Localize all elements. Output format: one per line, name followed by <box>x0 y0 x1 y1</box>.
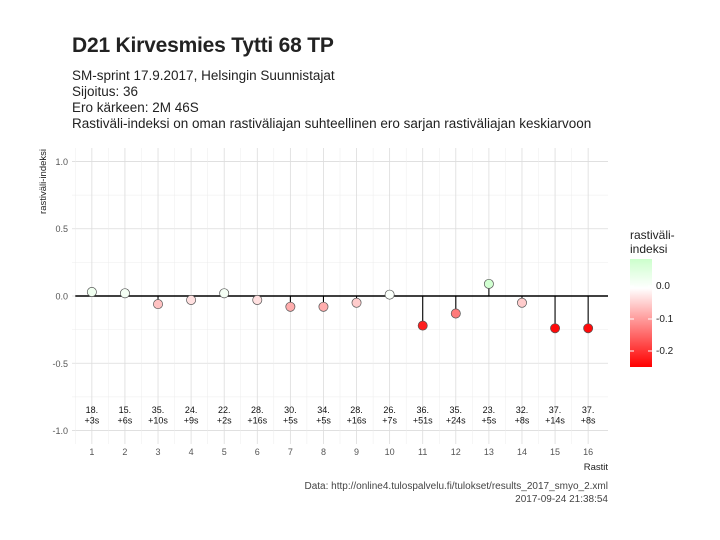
y-axis-title: rastiväli-indeksi <box>38 149 49 214</box>
time-diff-label: +3s <box>84 416 99 426</box>
y-tick-label: 0.0 <box>55 292 68 302</box>
data-point <box>483 278 494 289</box>
chart-title: D21 Kirvesmies Tytti 68 TP <box>72 34 334 57</box>
x-tick-label: 11 <box>418 447 427 457</box>
subtitle-line-4: Rastiväli-indeksi on oman rastiväliajan … <box>72 116 592 131</box>
time-diff-label: +5s <box>283 416 298 426</box>
x-tick-label: 16 <box>583 447 593 457</box>
y-tick-label: -1.0 <box>52 426 68 436</box>
rank-label: 22. <box>218 405 231 415</box>
x-tick-label: 9 <box>354 447 359 457</box>
data-point <box>450 308 461 319</box>
rank-label: 26. <box>383 405 396 415</box>
time-diff-label: +5s <box>316 416 331 426</box>
x-tick-label: 8 <box>321 447 326 457</box>
time-diff-label: +51s <box>413 416 433 426</box>
data-point <box>550 323 561 334</box>
x-axis-title: Rastit <box>584 462 609 473</box>
time-diff-label: +7s <box>382 416 397 426</box>
time-diff-label: +10s <box>148 416 168 426</box>
x-tick-label: 7 <box>288 447 293 457</box>
legend-title-line-1: rastiväli- <box>630 228 675 242</box>
data-point <box>517 297 527 308</box>
x-tick-label: 13 <box>484 447 494 457</box>
data-source-caption: Data: http://online4.tulospalvelu.fi/tul… <box>304 481 608 492</box>
data-point <box>384 289 395 300</box>
x-tick-label: 14 <box>517 447 527 457</box>
rank-label: 30. <box>284 405 297 415</box>
rank-label: 28. <box>350 405 363 415</box>
x-tick-label: 2 <box>122 447 127 457</box>
rank-label: 36. <box>416 405 429 415</box>
x-tick-label: 10 <box>385 447 395 457</box>
data-point <box>417 320 428 331</box>
timestamp-caption: 2017-09-24 21:38:54 <box>515 494 608 505</box>
x-tick-label: 5 <box>222 447 227 457</box>
time-diff-label: +24s <box>446 416 466 426</box>
time-diff-label: +14s <box>545 416 565 426</box>
time-diff-label: +8s <box>515 416 530 426</box>
time-diff-label: +16s <box>247 416 267 426</box>
data-point <box>219 288 230 299</box>
x-tick-label: 1 <box>89 447 94 457</box>
data-point <box>351 297 362 308</box>
x-tick-label: 12 <box>451 447 461 457</box>
rank-label: 35. <box>152 405 165 415</box>
data-point <box>285 301 296 312</box>
subtitle-line-3: Ero kärkeen: 2M 46S <box>72 100 199 115</box>
time-diff-label: +5s <box>482 416 497 426</box>
legend-colorbar <box>630 259 652 367</box>
rank-label: 34. <box>317 405 330 415</box>
rank-label: 35. <box>450 405 463 415</box>
rank-label: 37. <box>582 405 595 415</box>
rank-label: 37. <box>549 405 562 415</box>
data-point <box>252 295 263 305</box>
time-diff-label: +16s <box>347 416 367 426</box>
data-point <box>583 323 594 334</box>
rank-label: 18. <box>86 405 99 415</box>
y-tick-label: -0.5 <box>52 359 68 369</box>
legend-title-line-2: indeksi <box>630 242 668 256</box>
y-tick-label: 1.0 <box>55 157 68 167</box>
legend-label-minus-0-1: -0.1 <box>656 314 674 325</box>
rank-label: 24. <box>185 405 198 415</box>
subtitle-line-2: Sijoitus: 36 <box>72 84 139 99</box>
data-point <box>318 301 329 312</box>
time-diff-label: +8s <box>581 416 596 426</box>
time-diff-label: +6s <box>118 416 133 426</box>
data-point <box>186 295 197 305</box>
y-tick-label: 0.5 <box>55 224 68 234</box>
time-diff-label: +2s <box>217 416 232 426</box>
data-point <box>153 299 163 310</box>
rank-label: 32. <box>516 405 529 415</box>
legend-label-minus-0-2: -0.2 <box>656 346 674 357</box>
x-tick-label: 4 <box>189 447 194 457</box>
rank-label: 15. <box>119 405 132 415</box>
data-point <box>86 287 97 297</box>
x-tick-label: 6 <box>255 447 260 457</box>
x-tick-label: 3 <box>156 447 161 457</box>
subtitle-line-1: SM-sprint 17.9.2017, Helsingin Suunnista… <box>72 68 335 83</box>
rank-label: 28. <box>251 405 264 415</box>
legend-label-0: 0.0 <box>656 281 670 292</box>
legend-title: rastiväli- indeksi <box>630 228 675 256</box>
rank-label: 23. <box>483 405 496 415</box>
data-point <box>119 288 130 299</box>
time-diff-label: +9s <box>184 416 199 426</box>
x-tick-label: 15 <box>550 447 560 457</box>
